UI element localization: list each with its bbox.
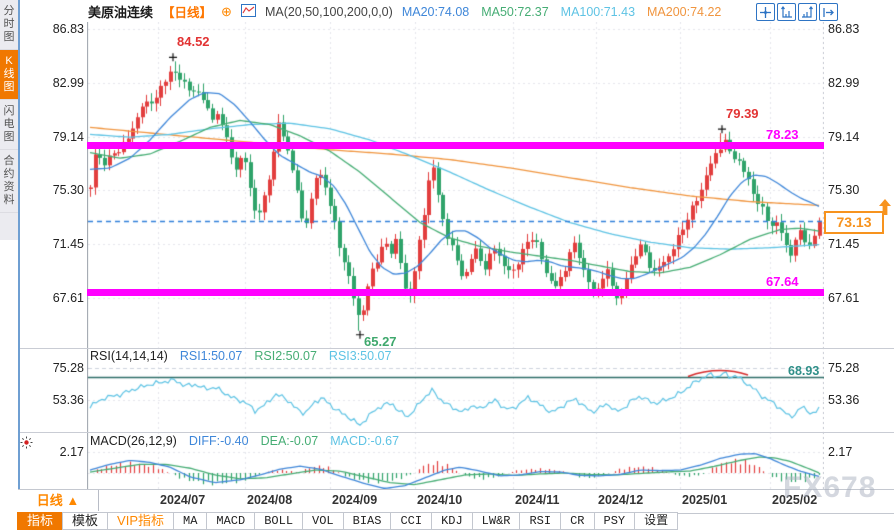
exit-right-icon[interactable] — [819, 3, 838, 21]
ma-settings[interactable]: MA(20,50,100,200,0,0) — [264, 4, 393, 19]
macd-value: DEA:-0.07 — [260, 434, 319, 448]
sidebar-item-K线图[interactable]: K线图 — [0, 50, 18, 100]
axis-scale-left-icon[interactable] — [777, 3, 796, 21]
rsi-value: RSI3:50.07 — [328, 349, 392, 363]
extreme-label: 79.39 — [726, 106, 759, 122]
month-label: 2024/12 — [598, 493, 644, 507]
support-line-label: 78.23 — [766, 127, 799, 142]
toolbar-tab-指标[interactable]: 指标 — [17, 512, 64, 530]
month-label: 2024/08 — [247, 493, 293, 507]
axis-label: 79.14 — [52, 129, 84, 144]
axis-label: 75.28 — [52, 361, 84, 375]
toolbar-indicator-CR[interactable]: CR — [560, 512, 595, 530]
toolbar-tab-VIP指标[interactable]: VIP指标 — [107, 512, 174, 530]
kline-mini-icon — [240, 3, 256, 20]
toolbar-indicator-KDJ[interactable]: KDJ — [431, 512, 473, 530]
toolbar-indicator-MA[interactable]: MA — [173, 512, 208, 530]
extreme-label: 65.27 — [364, 333, 397, 349]
ma-value: MA50:72.37 — [481, 4, 549, 19]
axis-label: 71.45 — [828, 237, 860, 252]
window-icons — [756, 3, 838, 21]
toolbar-indicator-PSY[interactable]: PSY — [593, 512, 636, 530]
macd-value: MACD:-0.67 — [330, 434, 400, 448]
toolbar-indicator-CCI[interactable]: CCI — [390, 512, 433, 530]
axis-label: 53.36 — [52, 393, 84, 407]
toolbar-indicator-BIAS[interactable]: BIAS — [342, 512, 392, 530]
alert-icon[interactable] — [20, 436, 33, 454]
axis-label: 82.99 — [52, 75, 84, 90]
month-label: 2024/07 — [160, 493, 206, 507]
support-line[interactable] — [87, 142, 824, 149]
month-label: 2024/11 — [515, 493, 560, 507]
symbol-title: 美原油连续 — [88, 5, 154, 20]
toolbar-indicator-BOLL[interactable]: BOLL — [254, 512, 304, 530]
axis-label: 53.36 — [828, 393, 860, 407]
toolbar-indicator-LW&R[interactable]: LW&R — [471, 512, 521, 530]
date-axis-row — [18, 489, 894, 514]
current-price-badge: 73.13 — [824, 211, 884, 234]
sidebar: 分时图 K线图 闪电图 合约资料 — [0, 0, 18, 240]
axis-label: 79.14 — [828, 129, 860, 144]
period-selector-button[interactable]: 日线 ▲ — [18, 490, 99, 511]
toolbar-indicator-VOL[interactable]: VOL — [302, 512, 344, 530]
axis-label: 71.45 — [52, 237, 84, 252]
price-chart-canvas[interactable] — [87, 22, 824, 489]
macd-header: MACD(26,12,9) DIFF:-0.40 DEA:-0.07 MACD:-0… — [90, 434, 399, 448]
macd-separator — [20, 432, 894, 433]
toolbar-tab-模板[interactable]: 模板 — [62, 512, 109, 530]
ma-value: MA200:74.22 — [647, 4, 722, 19]
axis-label: 2.17 — [59, 444, 84, 459]
rsi-ref-label: 68.93 — [788, 364, 820, 379]
crosshair-icon[interactable] — [756, 3, 775, 21]
axis-label: 75.30 — [52, 183, 84, 198]
ma-values: MA20:74.08 MA50:72.37 MA100:71.43 MA200:74.… — [402, 5, 722, 19]
axis-label: 86.83 — [52, 22, 84, 36]
rsi-separator — [20, 348, 894, 349]
chart-header: 美原油连续 【日线】 ⊕ MA(20,50,100,200,0,0) MA20:… — [88, 3, 721, 20]
toolbar-indicator-RSI[interactable]: RSI — [519, 512, 562, 530]
rsi-value: RSI1:50.07 — [179, 349, 243, 363]
month-label: 2025/02 — [772, 493, 818, 507]
axis-label: 75.30 — [828, 183, 860, 198]
axis-label: 2.17 — [828, 444, 853, 459]
sidebar-item-闪电图[interactable]: 闪电图 — [0, 100, 18, 150]
axis-label: 67.61 — [52, 291, 84, 305]
axis-label: 82.99 — [828, 75, 860, 90]
bottom-toolbar: 指标 模板 VIP指标 MA MACD BOLL VOL BIAS CCI KDJ LW&R RSI C… — [17, 512, 679, 530]
axis-scale-right-icon[interactable] — [798, 3, 817, 21]
rsi-title[interactable]: RSI(14,14,14) — [90, 349, 168, 363]
month-label: 2024/10 — [417, 493, 463, 507]
support-line[interactable] — [87, 289, 824, 296]
rsi-header: RSI(14,14,14) RSI1:50.07 RSI2:50.07 RSI3:5… — [90, 349, 391, 363]
axis-label: 67.61 — [828, 291, 860, 305]
toolbar-indicator-MACD[interactable]: MACD — [206, 512, 256, 530]
sidebar-item-分时图[interactable]: 分时图 — [0, 0, 18, 50]
toolbar-indicator-设置[interactable]: 设置 — [634, 512, 679, 530]
ma-value: MA20:74.08 — [401, 4, 470, 19]
rsi-value: RSI2:50.07 — [254, 349, 317, 363]
macd-title[interactable]: MACD(26,12,9) — [90, 434, 177, 448]
ma-value: MA100:71.43 — [560, 4, 636, 19]
extreme-label: 84.52 — [177, 34, 210, 50]
sidebar-item-合约资料[interactable]: 合约资料 — [0, 150, 18, 213]
period-tag: 【日线】 — [162, 6, 213, 20]
month-label: 2024/09 — [332, 493, 378, 507]
price-up-arrow-icon — [878, 199, 892, 221]
macd-value: DIFF:-0.40 — [188, 434, 249, 448]
add-indicator-icon[interactable]: ⊕ — [221, 3, 232, 19]
sidebar-divider — [18, 0, 20, 489]
macd-values: DIFF:-0.40 DEA:-0.07 MACD:-0.67 — [189, 434, 399, 448]
rsi-values: RSI1:50.07 RSI2:50.07 RSI3:50.07 — [180, 349, 392, 363]
axis-label: 75.28 — [828, 361, 860, 375]
support-line-label: 67.64 — [766, 274, 799, 289]
month-label: 2025/01 — [682, 493, 728, 507]
axis-label: 86.83 — [828, 22, 860, 36]
